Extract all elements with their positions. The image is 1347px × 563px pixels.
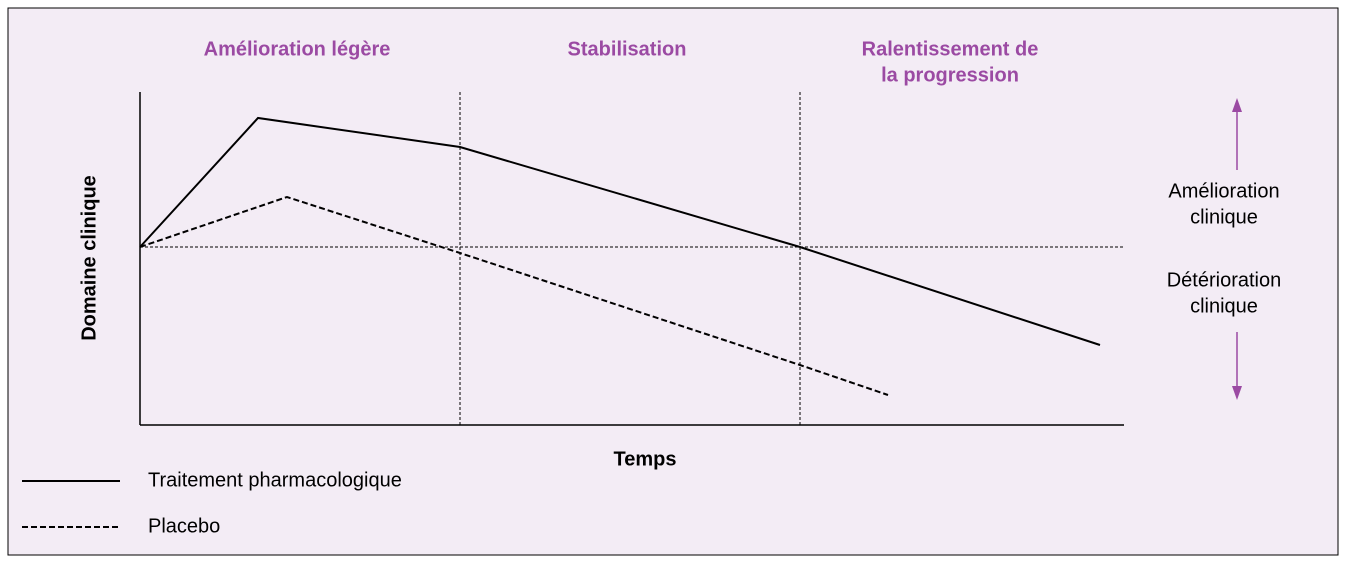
phase-label: la progression: [881, 64, 1019, 86]
phase-label: Ralentissement de: [862, 38, 1039, 60]
legend-label: Placebo: [148, 515, 220, 537]
placebo-line: [139, 195, 889, 396]
arrow-head: [1232, 98, 1242, 112]
y-axis-label: Domaine clinique: [78, 175, 100, 341]
panel: [7, 7, 1339, 556]
x-axis-label: Temps: [614, 448, 677, 470]
side-label: clinique: [1190, 295, 1258, 317]
side-label: clinique: [1190, 206, 1258, 228]
side-label: Amélioration: [1168, 180, 1279, 202]
legend-label: Traitement pharmacologique: [148, 469, 402, 491]
phase-label: Amélioration légère: [204, 38, 391, 60]
treatment-line: [139, 116, 1101, 346]
arrow-head: [1232, 386, 1242, 400]
side-label: Détérioration: [1167, 269, 1282, 291]
phase-label: Stabilisation: [568, 38, 687, 60]
